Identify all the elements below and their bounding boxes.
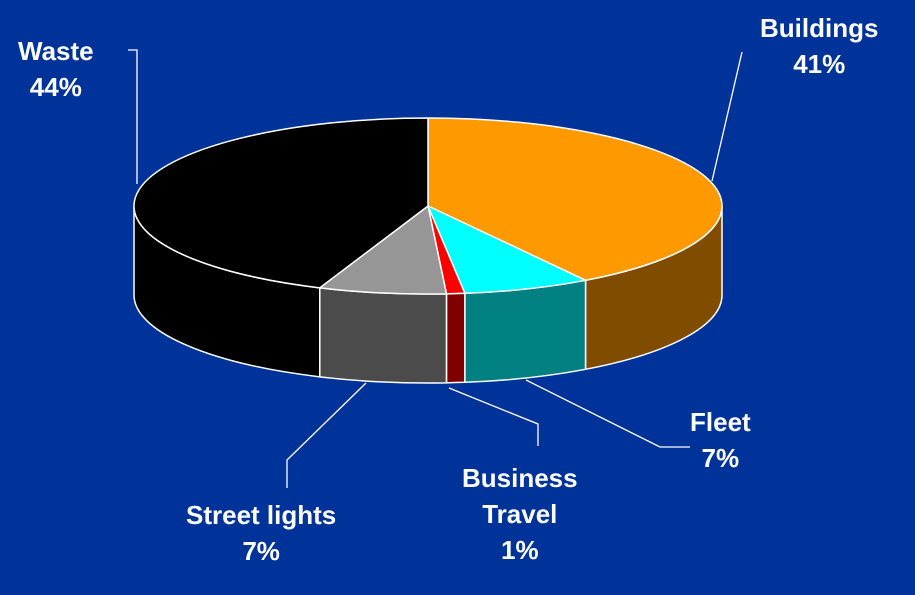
- label-waste-value: 44%: [29, 72, 82, 102]
- leader-line-business-travel: [448, 387, 539, 446]
- slice-top-fleet: [427, 205, 587, 295]
- leader-line-waste: [128, 49, 138, 184]
- leader-line-buildings: [711, 51, 743, 182]
- slice-side-fleet: [464, 279, 587, 384]
- label-buildings-name: Buildings: [760, 13, 879, 43]
- slice-top-waste: [133, 117, 429, 289]
- label-business-travel-line2: Travel: [482, 499, 558, 529]
- label-buildings-value: 41%: [793, 49, 846, 79]
- label-buildings: Buildings 41%: [760, 10, 878, 82]
- slice-top-street-lights: [319, 205, 448, 295]
- slice-top-buildings: [427, 117, 723, 282]
- slice-side-business-travel: [445, 292, 466, 384]
- label-business-travel-line1: Business: [462, 463, 578, 493]
- leader-line-street-lights: [286, 382, 367, 488]
- label-street-lights-value: 7%: [242, 536, 280, 566]
- label-fleet: Fleet 7%: [690, 404, 751, 476]
- label-business-travel: Business Travel 1%: [462, 460, 578, 568]
- leader-line-fleet: [525, 379, 690, 448]
- label-fleet-value: 7%: [701, 443, 740, 473]
- label-waste: Waste 44%: [18, 33, 94, 105]
- label-waste-name: Waste: [18, 36, 94, 66]
- slice-side-street-lights: [319, 287, 448, 384]
- label-street-lights: Street lights 7%: [186, 497, 336, 569]
- label-business-travel-value: 1%: [501, 535, 539, 565]
- label-street-lights-name: Street lights: [186, 500, 337, 530]
- label-fleet-name: Fleet: [690, 407, 751, 437]
